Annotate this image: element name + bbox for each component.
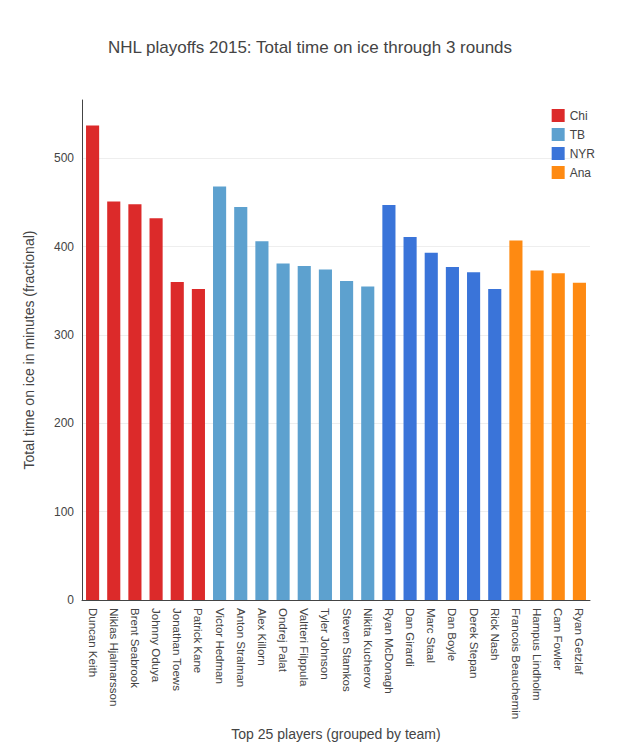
svg-text:Alex Killorn: Alex Killorn <box>256 608 268 666</box>
svg-text:Brent Seabrook: Brent Seabrook <box>129 608 141 688</box>
svg-text:Ana: Ana <box>570 166 592 180</box>
svg-text:200: 200 <box>54 416 74 430</box>
svg-text:Niklas Hjalmarsson: Niklas Hjalmarsson <box>108 608 120 706</box>
svg-text:NHL playoffs 2015: Total time: NHL playoffs 2015: Total time on ice thr… <box>108 38 512 57</box>
svg-text:Dan Boyle: Dan Boyle <box>446 608 458 661</box>
svg-text:Chi: Chi <box>570 109 588 123</box>
svg-text:Ondrej Palat: Ondrej Palat <box>277 608 289 673</box>
svg-text:TB: TB <box>570 128 585 142</box>
svg-text:Derek Stepan: Derek Stepan <box>468 608 480 678</box>
svg-text:300: 300 <box>54 328 74 342</box>
svg-text:Jonathan Toews: Jonathan Toews <box>171 608 183 691</box>
svg-text:Duncan Keith: Duncan Keith <box>87 608 99 677</box>
svg-text:400: 400 <box>54 240 74 254</box>
svg-text:Dan Girardi: Dan Girardi <box>404 608 416 667</box>
svg-text:Total time on ice in minutes (: Total time on ice in minutes (fractional… <box>21 231 37 470</box>
svg-text:Steven Stamkos: Steven Stamkos <box>341 608 353 692</box>
svg-text:Rick Nash: Rick Nash <box>489 608 501 660</box>
svg-text:Victor Hedman: Victor Hedman <box>214 608 226 684</box>
svg-text:Ryan Getzlaf: Ryan Getzlaf <box>573 608 585 675</box>
svg-text:Cam Fowler: Cam Fowler <box>552 608 564 670</box>
svg-text:500: 500 <box>54 151 74 165</box>
svg-text:Hampus Lindholm: Hampus Lindholm <box>531 608 543 701</box>
svg-text:Nikita Kucherov: Nikita Kucherov <box>362 608 374 689</box>
svg-text:Francois Beauchemin: Francois Beauchemin <box>510 608 522 719</box>
svg-text:Anton Stralman: Anton Stralman <box>235 608 247 687</box>
svg-text:NYR: NYR <box>570 147 596 161</box>
svg-text:Ryan McDonagh: Ryan McDonagh <box>383 608 395 694</box>
svg-text:Patrick Kane: Patrick Kane <box>192 608 204 673</box>
svg-text:Johnny Oduya: Johnny Oduya <box>150 608 162 683</box>
svg-text:Top 25 players (grouped by tea: Top 25 players (grouped by team) <box>231 726 440 742</box>
svg-text:Marc Staal: Marc Staal <box>425 608 437 663</box>
svg-text:100: 100 <box>54 505 74 519</box>
svg-text:0: 0 <box>67 593 74 607</box>
svg-text:Tyler Johnson: Tyler Johnson <box>319 608 331 680</box>
svg-text:Valtteri Filppula: Valtteri Filppula <box>298 608 310 687</box>
